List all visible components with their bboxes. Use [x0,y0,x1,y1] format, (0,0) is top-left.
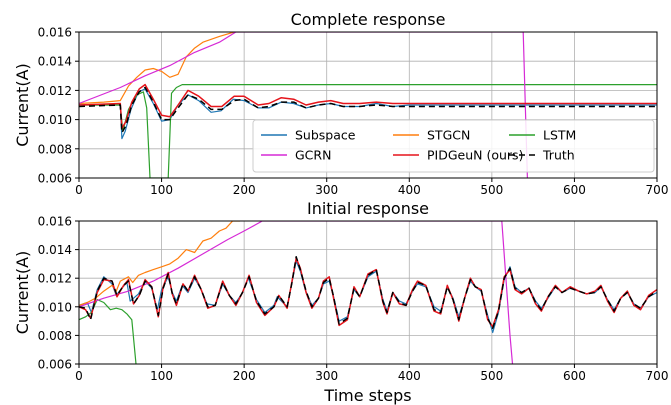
series-line-truth [79,86,657,134]
series-line-subspace [79,260,657,334]
y-axis-label: Current(A) [13,63,32,147]
y-tick-label: 0.014 [38,243,72,257]
series-line-lstm [79,84,657,178]
legend: Subspace STGCN LSTM GCRN PIDGeuN (ours) Truth [252,119,655,173]
y-tick-label: 0.016 [38,215,72,229]
x-tick-label: 500 [480,369,503,383]
series-line-stgcn [79,221,240,306]
axes-frame [78,31,658,179]
x-tick-label: 600 [563,183,586,197]
series-line-gcrn [79,32,528,178]
x-tick-label: 700 [646,369,669,383]
legend-label: GCRN [295,148,331,163]
y-axis-label: Current(A) [13,251,32,335]
y-tick-label: 0.012 [38,84,72,98]
legend-label: Subspace [295,128,356,143]
series-line-truth [79,256,657,330]
chart-title: Complete response [291,10,446,29]
legend-box [252,119,655,173]
axes-frame [78,220,658,365]
x-tick-label: 700 [646,183,669,197]
x-tick-label: 100 [150,369,173,383]
y-tick-label: 0.012 [38,272,72,286]
series-line-lstm [79,299,137,364]
y-tick-label: 0.010 [38,113,72,127]
chart-title: Initial response [307,199,429,218]
y-tick-label: 0.008 [38,329,72,343]
series-line-pidgeun-ours [79,257,657,328]
x-tick-label: 600 [563,369,586,383]
x-axis-label: Time steps [323,386,411,405]
x-tick-label: 200 [233,369,256,383]
y-tick-label: 0.016 [38,26,72,40]
x-tick-label: 200 [233,183,256,197]
series-line-pidgeun-ours [79,83,657,130]
x-tick-label: 100 [150,183,173,197]
x-tick-label: 0 [75,183,83,197]
legend-label: STGCN [427,128,470,143]
y-tick-label: 0.010 [38,300,72,314]
x-tick-label: 500 [480,183,503,197]
y-tick-label: 0.006 [38,358,72,372]
plot-area [79,32,657,178]
y-tick-label: 0.006 [38,172,72,186]
legend-label: PIDGeuN (ours) [427,148,523,163]
x-tick-label: 400 [398,183,421,197]
legend-label: Truth [542,148,575,163]
y-tick-label: 0.008 [38,142,72,156]
x-tick-label: 0 [75,369,83,383]
chart-complete-response: 0 100 200 300 400 500 600 700 0.006 0.008 0.010 0.0… [13,10,668,197]
series-line-stgcn [79,32,235,105]
chart-initial-response: 0 100 200 300 400 500 600 700 0.006 0.008 0.010 0.0… [13,199,668,405]
series-line-gcrn [79,221,514,364]
x-tick-label: 400 [398,369,421,383]
plot-area [79,221,657,364]
y-tick-label: 0.014 [38,55,72,69]
legend-label: LSTM [543,128,576,143]
x-tick-label: 300 [315,369,338,383]
x-tick-label: 300 [315,183,338,197]
